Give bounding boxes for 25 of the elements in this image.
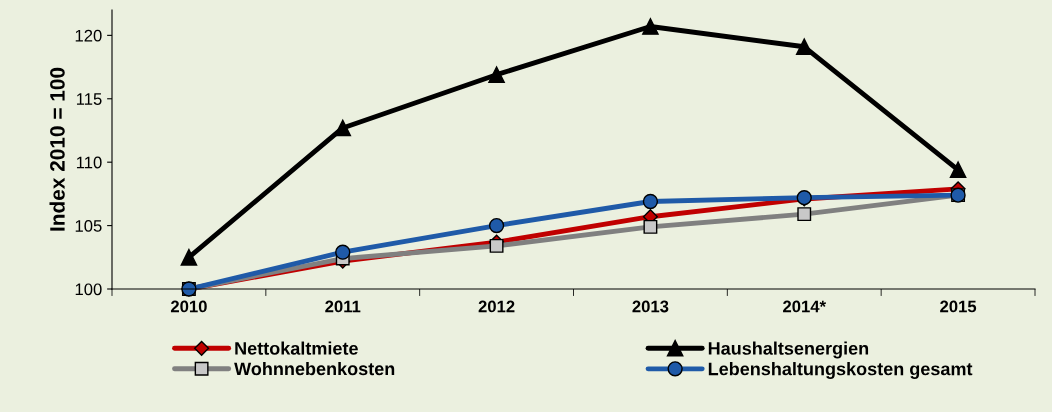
- point: [488, 217, 505, 234]
- point: [642, 18, 659, 35]
- point: [335, 244, 351, 260]
- legend-label: Wohnnebenkosten: [234, 361, 395, 376]
- y-tick-label: 120: [75, 29, 102, 42]
- x-tick-label: 2015: [940, 300, 977, 313]
- point: [488, 66, 505, 84]
- point: [795, 38, 813, 56]
- x-tick-label: 2012: [478, 300, 515, 313]
- y-tick-label: 100: [75, 283, 102, 296]
- point: [180, 248, 198, 266]
- point: [334, 119, 352, 137]
- point: [949, 161, 967, 179]
- legend-label: Haushaltsenergien: [708, 341, 869, 359]
- legend-label: Nettokaltmiete: [235, 341, 358, 355]
- y-tick-label: 105: [75, 219, 102, 232]
- x-tick-label: 2014*: [783, 300, 827, 313]
- legend-label: Lebenshaltungskosten gesamt: [708, 362, 973, 379]
- y-axis-title: Index 2010 = 100: [49, 67, 65, 231]
- x-tick-label: 2013: [632, 300, 669, 313]
- y-tick-label: 110: [76, 156, 102, 169]
- x-tick-label: 2011: [325, 300, 361, 313]
- point: [642, 193, 659, 210]
- x-tick-label: 2010: [170, 300, 207, 313]
- y-tick-label: 115: [76, 93, 102, 105]
